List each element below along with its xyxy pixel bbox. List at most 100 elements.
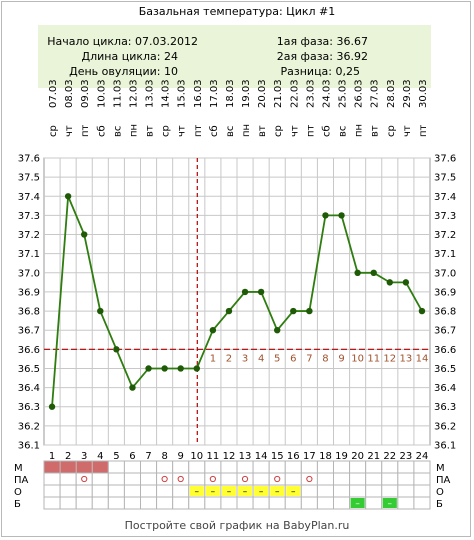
temperature-point [161,365,168,372]
discharge-cell [189,486,204,496]
y-tick-label-left: 36.5 [18,364,40,375]
row-cell [268,496,286,510]
y-tick-label-left: 37.1 [18,249,40,260]
row-cell [333,484,351,498]
weekday-label: чт [402,125,413,137]
temperature-point [129,384,136,391]
y-tick-label-right: 37.4 [434,192,456,203]
temperature-point [257,288,265,296]
x-tick-label: 15 [271,451,284,462]
temperature-point [354,269,361,276]
x-tick-label: 11 [207,451,220,462]
row-cell [284,460,302,474]
discharge-symbol: – [275,487,280,497]
weekday-label: сб [209,125,220,137]
weekday-label: пн [128,124,139,137]
x-tick-label: 13 [239,451,252,462]
row-label-right: ПА [436,475,451,486]
date-label: 13.03 [145,79,156,108]
row-cell [220,472,238,486]
x-tick-label: 19 [335,451,348,462]
row-cell [220,496,238,510]
row-cell [284,496,302,510]
temperature-point [97,307,104,315]
test-symbol: – [355,499,360,509]
row-cell [156,472,174,486]
chart-title: Базальная температура: Цикл #1 [138,5,336,18]
row-label-left: Б [14,499,21,510]
temperature-point [290,307,297,315]
row-cell [204,472,222,486]
date-label: 10.03 [96,79,107,108]
y-tick-label-right: 37.5 [434,173,456,184]
weekday-label: вс [225,126,236,137]
menses-cell [60,461,76,473]
x-tick-label: 16 [287,451,300,462]
weekday-label: вт [370,125,381,137]
row-cell [349,460,367,474]
row-cell [252,460,270,474]
discharge-symbol: – [195,487,200,497]
row-cell [349,484,367,498]
date-label: 29.03 [402,79,413,108]
phase1-text: 1ая фаза: 36.67 [276,35,368,48]
date-label: 22.03 [289,79,300,108]
temperature-point [274,327,281,334]
row-cell [316,496,334,510]
row-cell [91,496,109,510]
test-cell [350,498,365,508]
phase2-day-number: 4 [258,353,264,364]
weekday-label: пт [80,124,91,137]
discharge-cell [238,486,253,496]
row-cell [236,472,254,486]
intercourse-marker [209,475,216,483]
row-cell [140,472,158,486]
date-label: 23.03 [305,79,316,108]
x-tick-label: 18 [319,451,332,462]
row-cell [397,484,415,498]
y-tick-label-right: 36.4 [434,383,456,394]
date-label: 18.03 [225,79,236,108]
row-cell [316,472,334,486]
temperature-point [48,403,56,410]
row-cell [140,460,158,474]
row-cell [381,460,399,474]
row-label-right: Б [436,499,443,510]
y-tick-label-left: 36.7 [18,326,40,337]
cycle-start-text: Начало цикла: 07.03.2012 [47,35,198,48]
weekday-label: ср [48,125,59,137]
y-tick-label-left: 36.8 [18,307,40,318]
x-tick-label: 14 [255,451,268,462]
x-tick-label: 9 [178,451,184,462]
row-cell [413,460,431,474]
x-tick-label: 20 [351,451,364,462]
weekday-label: вт [257,125,268,137]
discharge-symbol: – [227,487,232,497]
y-tick-label-right: 36.9 [434,287,456,298]
row-cell [172,472,190,486]
date-label: 09.03 [80,79,91,108]
date-label: 26.03 [354,79,365,108]
x-tick-label: 22 [383,451,396,462]
y-tick-label-left: 37.3 [18,211,40,222]
date-label: 20.03 [257,79,268,108]
x-tick-label: 4 [97,451,103,462]
row-cell [59,484,77,498]
y-tick-label-left: 37.4 [18,192,40,203]
footer-link[interactable]: Постройте свой график на BabyPlan.ru [124,519,350,532]
row-cell [365,484,383,498]
row-cell [413,472,431,486]
phase2-day-number: 14 [416,353,429,364]
weekday-label: ср [273,125,284,137]
row-cell [188,460,206,474]
row-cell [381,472,399,486]
row-cell [365,460,383,474]
row-cell [140,496,158,510]
temperature-point [370,269,377,276]
y-tick-label-left: 37.6 [18,154,40,165]
temperature-point [113,346,120,353]
discharge-symbol: – [259,487,264,497]
date-label: 07.03 [48,79,59,108]
discharge-cell [270,486,285,496]
